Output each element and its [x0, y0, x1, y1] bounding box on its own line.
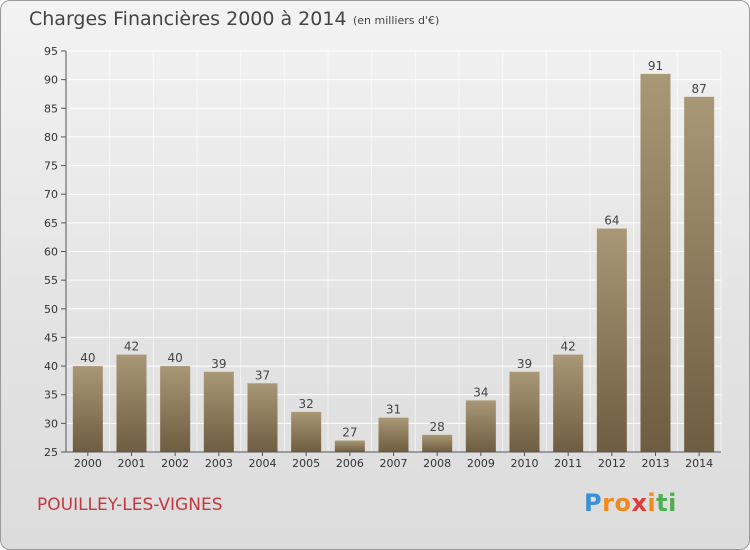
logo-letter: t: [656, 489, 669, 517]
label-layer: 40 42 40 39 37 32 27 31 28 34 39 42 64 91 87: [80, 59, 707, 440]
bar-2010: [509, 371, 540, 452]
bar-2005: [291, 411, 322, 452]
x-tick-label: 2012: [598, 457, 626, 470]
x-tick-label: 2010: [511, 457, 539, 470]
x-tick-label: 2014: [685, 457, 713, 470]
chart-subtitle: (en milliers d'€): [353, 14, 440, 27]
bar-value-label: 32: [299, 397, 314, 411]
bar-2012: [596, 228, 627, 452]
y-tick-label: 60: [44, 246, 58, 259]
bar-value-label: 31: [386, 403, 401, 417]
bar-value-label: 39: [517, 357, 532, 371]
bar-2011: [553, 354, 584, 452]
y-tick-label: 40: [44, 360, 58, 373]
x-tick-label: 2008: [423, 457, 451, 470]
x-tick-label: 2006: [336, 457, 364, 470]
x-tick-label: 2004: [249, 457, 277, 470]
bar-layer: [72, 73, 715, 453]
bar-2003: [203, 371, 234, 452]
commune-name: POUILLEY-LES-VIGNES: [37, 495, 223, 515]
y-tick-label: 45: [44, 331, 58, 344]
logo-letter: o: [614, 489, 632, 517]
x-tick-label: 2009: [467, 457, 495, 470]
y-tick-label: 80: [44, 131, 58, 144]
bar-value-label: 91: [648, 59, 663, 73]
x-tick-label: 2011: [554, 457, 582, 470]
bar-2013: [640, 73, 671, 453]
logo-letter: i: [647, 489, 657, 517]
bar-2001: [116, 354, 147, 452]
proxiti-logo[interactable]: Proxiti: [584, 489, 677, 517]
x-tick-label: 2003: [205, 457, 233, 470]
y-tick-label: 85: [44, 102, 58, 115]
axis-layer: 25 30 35 40 45 50 55 60 65 70 75 80 85 90 95 2000 2001 20…: [44, 45, 721, 470]
bar-2009: [465, 400, 496, 452]
bar-2004: [247, 383, 278, 452]
bar-value-label: 39: [211, 357, 226, 371]
x-tick-label: 2013: [642, 457, 670, 470]
x-tick-label: 2005: [292, 457, 320, 470]
bar-value-label: 37: [255, 368, 270, 382]
x-tick-label: 2002: [161, 457, 189, 470]
x-tick-label: 2007: [380, 457, 408, 470]
logo-letter: i: [668, 489, 677, 517]
y-tick-label: 25: [44, 446, 58, 459]
chart-title: Charges Financières 2000 à 2014: [29, 8, 347, 30]
y-tick-label: 95: [44, 45, 58, 58]
x-tick-label: 2000: [74, 457, 102, 470]
bar-2007: [378, 417, 409, 452]
bar-value-label: 87: [692, 82, 707, 96]
y-tick-label: 30: [44, 417, 58, 430]
y-tick-label: 65: [44, 217, 58, 230]
y-tick-label: 90: [44, 74, 58, 87]
bar-value-label: 40: [80, 351, 95, 365]
bar-value-label: 34: [473, 385, 488, 399]
bar-value-label: 64: [604, 214, 619, 228]
bar-2014: [684, 96, 715, 452]
bar-value-label: 28: [430, 420, 445, 434]
bar-value-label: 40: [168, 351, 183, 365]
bar-value-label: 42: [124, 340, 139, 354]
bar-value-label: 42: [561, 340, 576, 354]
logo-letter: r: [602, 489, 615, 517]
bar-value-label: 27: [342, 426, 357, 440]
bar-2002: [160, 366, 191, 452]
y-tick-label: 50: [44, 303, 58, 316]
y-tick-label: 35: [44, 389, 58, 402]
y-tick-label: 70: [44, 188, 58, 201]
y-tick-label: 75: [44, 160, 58, 173]
logo-letter: P: [584, 489, 603, 517]
bar-2008: [422, 434, 453, 452]
x-tick-label: 2001: [118, 457, 146, 470]
bar-2006: [334, 440, 365, 452]
logo-letter: x: [631, 489, 648, 517]
y-tick-label: 55: [44, 274, 58, 287]
bar-2000: [72, 366, 103, 452]
